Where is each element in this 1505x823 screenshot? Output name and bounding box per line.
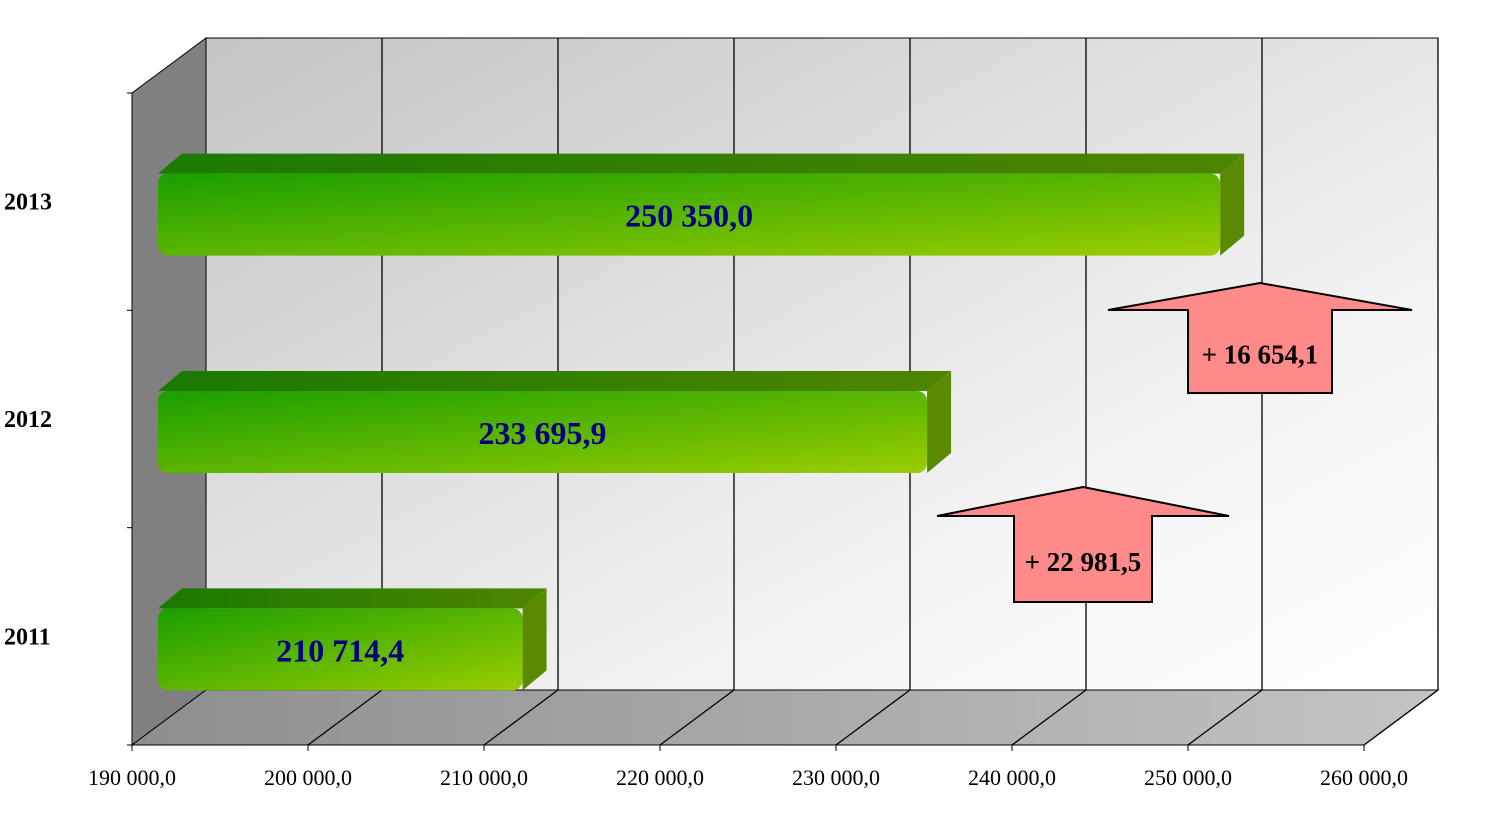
y-category-label: 2011 (4, 624, 51, 650)
bar-side-face (927, 371, 952, 473)
bar-front-face (158, 173, 1221, 256)
x-tick-label: 230 000,0 (792, 765, 880, 790)
bar-top-face (158, 153, 1245, 174)
floor-gridline (659, 689, 735, 746)
bar-2012 (158, 371, 952, 473)
bar-value-label: 233 695,9 (479, 415, 607, 451)
up-arrow-annotation (1107, 281, 1413, 394)
x-tick-label: 220 000,0 (616, 765, 704, 790)
x-tick-label: 190 000,0 (88, 765, 176, 790)
up-arrow-annotation (936, 485, 1230, 603)
bar-value-label: 210 714,4 (276, 632, 404, 668)
x-tick-label: 250 000,0 (1144, 765, 1232, 790)
bar-side-face (522, 588, 547, 691)
x-tick-label: 210 000,0 (440, 765, 528, 790)
floor-gridline (1363, 689, 1439, 746)
y-category-label: 2012 (4, 407, 52, 433)
x-tick-label: 260 000,0 (1320, 765, 1408, 790)
bar-2011 (158, 588, 547, 691)
x-tick-label: 200 000,0 (264, 765, 352, 790)
floor (130, 689, 1440, 746)
floor-gridline (1011, 689, 1087, 746)
bar-top-face (158, 371, 952, 391)
bar-2013 (158, 153, 1245, 256)
bar-top-face (158, 588, 547, 609)
floor-gridline (1187, 689, 1263, 746)
bar-value-label: 250 350,0 (625, 198, 753, 234)
floor-gridline (483, 689, 559, 746)
annotation-label: + 16 654,1 (1202, 340, 1319, 370)
y-category-label: 2013 (4, 190, 52, 216)
bar-front-face (158, 608, 523, 691)
annotation-label: + 22 981,5 (1025, 547, 1142, 577)
x-tick-label: 240 000,0 (968, 765, 1056, 790)
floor-gridline (307, 689, 383, 746)
bar-front-face (158, 391, 928, 473)
bar-side-face (1220, 153, 1245, 256)
floor-gridline (835, 689, 911, 746)
